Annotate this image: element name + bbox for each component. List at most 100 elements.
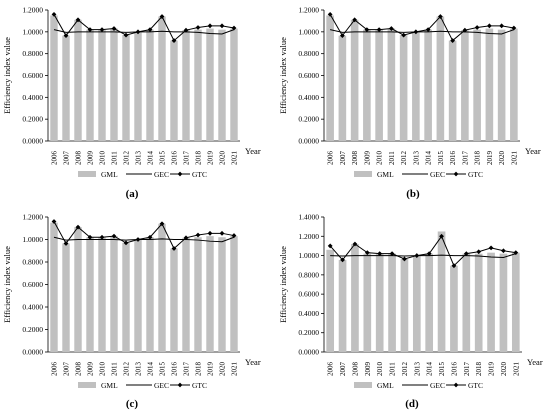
- legend-label-gml: GML: [377, 381, 394, 390]
- legend-label-gml: GML: [101, 381, 118, 390]
- point-gtc-2010: [377, 251, 383, 257]
- point-gtc-2019: [488, 245, 494, 251]
- x-tick-label: 2007: [339, 151, 347, 166]
- bar-gml-2008: [74, 19, 82, 142]
- bar-gml-2012: [122, 242, 130, 352]
- x-tick-label: 2006: [327, 362, 335, 377]
- x-tick-label: 2018: [474, 151, 482, 166]
- bar-gml-2008: [351, 244, 359, 352]
- x-tick-label: 2019: [488, 362, 496, 377]
- x-tick-label: 2008: [351, 362, 359, 377]
- x-tick-label: 2006: [51, 151, 59, 166]
- y-tick-label: 1.0000: [22, 27, 43, 36]
- point-gtc-2008: [352, 241, 358, 247]
- point-gtc-2010: [99, 234, 105, 240]
- bar-gml-2019: [206, 236, 214, 352]
- point-gtc-2012: [401, 32, 407, 38]
- line-gtc: [329, 14, 514, 42]
- point-gtc-2016: [451, 263, 457, 269]
- y-axis-label: Efficiency index value: [2, 246, 12, 323]
- x-tick-label: 2020: [498, 151, 506, 166]
- point-gtc-2006: [51, 11, 57, 17]
- point-gtc-2013: [413, 29, 419, 35]
- y-axis-label: Efficiency index value: [278, 37, 288, 114]
- point-gtc-2015: [439, 233, 444, 239]
- point-gtc-2012: [123, 240, 129, 246]
- bar-gml-2014: [146, 237, 154, 352]
- point-gtc-2014: [426, 251, 432, 257]
- bar-gml-2011: [110, 28, 118, 141]
- y-tick-label: 0.0000: [298, 348, 319, 357]
- bar-gml-2015: [437, 231, 446, 352]
- point-gtc-2013: [414, 253, 420, 258]
- legend-label-gml: GML: [377, 170, 394, 179]
- line-gec: [53, 29, 235, 35]
- x-tick-label: 2017: [183, 151, 191, 166]
- bar-gml-2017: [182, 30, 190, 142]
- x-axis-label: Year: [527, 357, 543, 367]
- x-tick-label: 2008: [75, 151, 83, 166]
- line-gec: [53, 236, 235, 243]
- point-gtc-2020: [501, 248, 506, 254]
- x-tick-label: 2015: [437, 151, 445, 166]
- y-tick-label: 0.8000: [22, 49, 43, 58]
- point-gtc-2018: [195, 232, 201, 238]
- x-tick-label: 2020: [219, 151, 227, 166]
- point-gtc-2019: [207, 23, 213, 29]
- x-tick-label: 2010: [99, 362, 107, 377]
- bar-gml-2010: [375, 253, 384, 352]
- x-axis-label: Year: [245, 357, 261, 367]
- x-tick-label: 2019: [486, 151, 494, 166]
- point-gtc-2009: [364, 250, 370, 256]
- x-tick-label: 2015: [159, 151, 167, 166]
- bar-gml-2020: [218, 237, 226, 352]
- point-gtc-2016: [450, 38, 456, 43]
- point-gtc-2013: [135, 237, 141, 242]
- bar-gml-2011: [388, 253, 396, 352]
- bar-gml-2012: [399, 35, 408, 141]
- point-gtc-2015: [159, 14, 165, 19]
- x-tick-label: 2009: [364, 362, 372, 377]
- panel-caption: (d): [405, 398, 419, 410]
- y-tick-label: 0.2000: [22, 325, 43, 334]
- bar-gml-2018: [473, 29, 481, 141]
- point-gtc-2020: [499, 23, 505, 29]
- x-tick-label: 2008: [351, 151, 359, 166]
- chart-panel-c: 0.0000 0.2000 0.4000 0.6000 0.8000 1.0000 1.20…: [2, 213, 261, 411]
- x-tick-label: 2006: [327, 151, 335, 166]
- y-tick-label: 0.4000: [22, 93, 43, 102]
- legend-label-gtc: GTC: [192, 170, 207, 179]
- point-gtc-2016: [171, 38, 177, 43]
- point-gtc-2017: [183, 27, 189, 33]
- x-tick-label: 2015: [438, 362, 446, 377]
- bar-gml-2015: [158, 223, 166, 352]
- legend-label-gec: GEC: [430, 170, 445, 179]
- x-tick-label: 2016: [449, 151, 457, 166]
- line-gtc: [329, 235, 516, 267]
- point-gtc-2021: [513, 250, 519, 256]
- y-tick-label: 0.2000: [22, 115, 43, 124]
- bar-gml-2006: [50, 222, 58, 352]
- y-tick-label: 1.2000: [22, 6, 43, 15]
- line-gtc: [53, 14, 235, 42]
- x-tick-label: 2012: [400, 151, 408, 166]
- x-tick-label: 2008: [75, 362, 83, 377]
- point-gtc-2007: [63, 241, 69, 246]
- legend-label-gtc: GTC: [192, 381, 207, 390]
- x-tick-label: 2014: [425, 151, 433, 166]
- y-tick-label: 0.6000: [298, 71, 319, 80]
- bar-gml-2012: [400, 258, 409, 352]
- x-tick-label: 2016: [171, 151, 179, 166]
- y-tick-label: 0.4000: [22, 303, 43, 312]
- line-gec: [330, 29, 515, 35]
- x-tick-label: 2020: [500, 362, 508, 377]
- legend-label-gtc: GTC: [468, 381, 483, 390]
- bar-gml-2007: [338, 259, 347, 352]
- point-gtc-2015: [159, 221, 165, 227]
- bar-gml-2014: [424, 29, 432, 141]
- point-gtc-2018: [474, 25, 480, 30]
- bar-gml-2009: [363, 253, 372, 352]
- x-tick-label: 2015: [159, 362, 167, 377]
- x-tick-label: 2011: [111, 362, 119, 376]
